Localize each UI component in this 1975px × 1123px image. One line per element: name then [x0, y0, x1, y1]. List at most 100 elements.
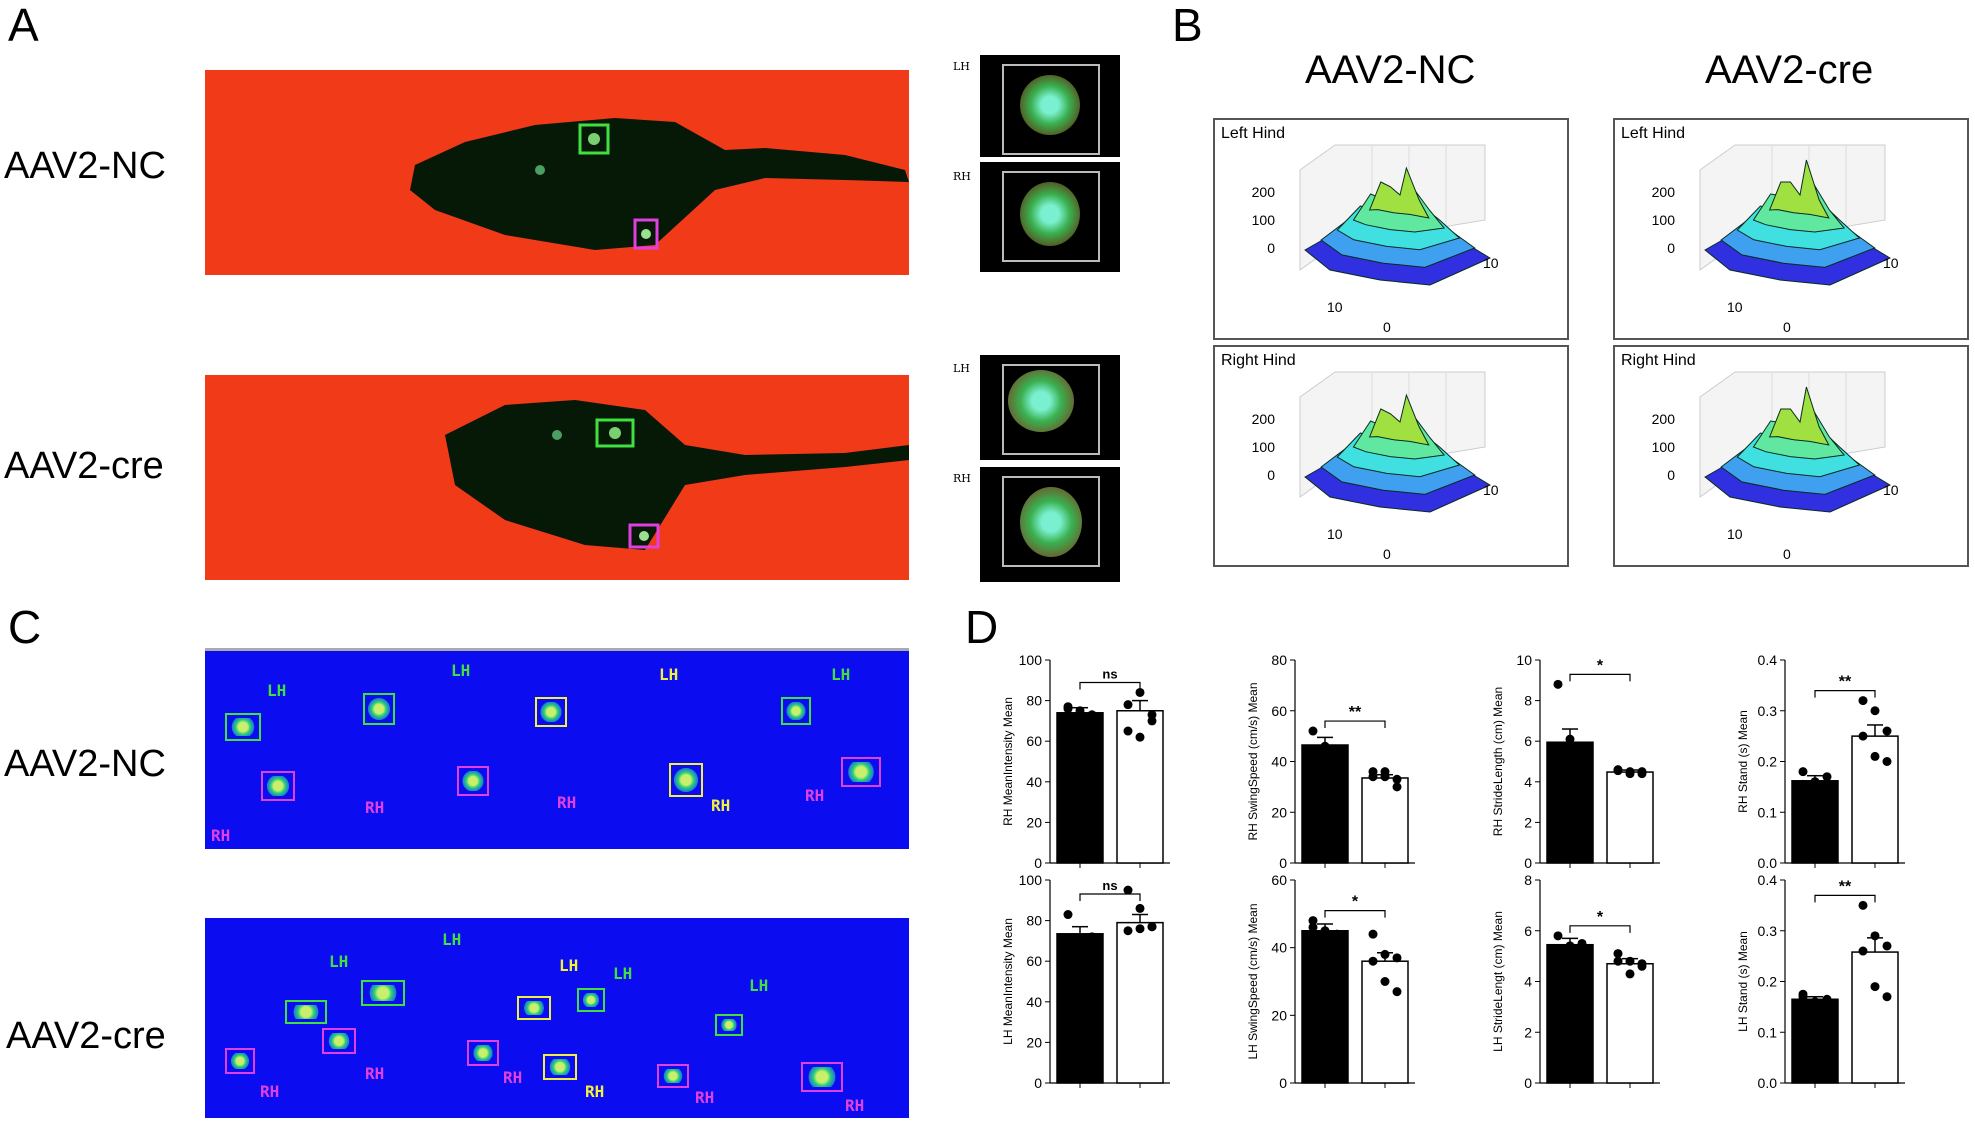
surface-layer: [1768, 159, 1830, 219]
data-point: [1392, 774, 1402, 784]
y-axis-label: LH StrideLengt (cm) Mean: [1491, 911, 1505, 1052]
z-tick-label: 0: [1267, 467, 1275, 483]
data-point: [1123, 926, 1133, 936]
axis-tick-label: 10: [1883, 482, 1899, 498]
y-tick-label: 0.2: [1758, 974, 1778, 990]
data-point: [1613, 766, 1623, 776]
y-axis-label: RH MeanIntensity Mean: [1001, 697, 1015, 826]
data-point: [1798, 767, 1808, 777]
data-point: [1577, 938, 1587, 948]
axis-tick-label: 0: [1783, 546, 1791, 562]
mouse-image-cre: [205, 375, 909, 580]
y-tick-label: 80: [1026, 913, 1042, 929]
data-point: [1822, 772, 1832, 782]
paw-print: [1020, 182, 1080, 246]
significance-bracket: [1324, 910, 1386, 918]
rh-tag: RH: [711, 796, 731, 815]
mouse-silhouette-cre: [445, 400, 909, 550]
data-point: [1870, 751, 1880, 761]
surface-layer: [1368, 393, 1430, 446]
significance-bracket: [1814, 894, 1876, 903]
data-point: [1308, 922, 1318, 932]
y-tick-label: 0: [1279, 1075, 1287, 1091]
y-tick-label: 0.0: [1758, 855, 1778, 871]
y-tick-label: 60: [1271, 872, 1287, 888]
significance-label: **: [1839, 674, 1852, 691]
surface-layer: [1368, 166, 1430, 219]
panel-a-row-label-cre: AAV2-cre: [4, 445, 164, 487]
y-tick-label: 8: [1524, 693, 1532, 709]
footprint-box: [457, 766, 489, 796]
surface-plot-box: Right Hind 200 100 0 10 10 0: [1613, 345, 1969, 567]
surface-plot-box: Left Hind 200 100 0 10 10 0: [1213, 118, 1569, 340]
paw-print: [1008, 370, 1074, 432]
axis-tick-label: 0: [1783, 319, 1791, 335]
data-point: [1147, 716, 1157, 726]
axis-tick-label: 10: [1483, 482, 1499, 498]
data-point: [1613, 949, 1623, 959]
data-point: [1308, 916, 1318, 926]
y-tick-label: 8: [1524, 872, 1532, 888]
bar-chart: 0 20 40 60 80 100 RH MeanIntensity Mean ns: [1001, 652, 1170, 871]
thumb-frame: [1002, 364, 1100, 455]
y-axis-label: LH MeanIntensity Mean: [1001, 918, 1015, 1045]
y-axis-label: RH Stand (s) Mean: [1736, 710, 1750, 813]
y-tick-label: 40: [1271, 754, 1287, 770]
footprint-box: [577, 988, 605, 1012]
lh-tag: LH: [749, 976, 769, 995]
panel-a-letter: A: [8, 0, 39, 51]
data-point: [1637, 959, 1647, 969]
strip-top-rule: [205, 648, 909, 651]
footprint-print: [230, 1053, 250, 1069]
bar-chart: 0 20 40 60 LH SwingSpeed (cm/s) Mean *: [1246, 872, 1415, 1091]
significance-bracket: [1569, 673, 1631, 682]
axis-tick-label: 10: [1483, 255, 1499, 271]
paw-thumbnail-cre-lh: [980, 355, 1120, 460]
footprint-box: [285, 1000, 327, 1024]
footprint-print: [472, 1045, 494, 1061]
footprint-strip-nc: LH LH LH LH RH RH RH RH RH: [205, 651, 909, 849]
z-tick-label: 0: [1267, 240, 1275, 256]
data-point: [1858, 696, 1868, 706]
significance-label: *: [1597, 657, 1604, 674]
data-point: [1553, 748, 1563, 758]
significance-bracket: [1079, 893, 1141, 901]
data-point: [1087, 716, 1097, 726]
data-point: [1308, 726, 1318, 736]
footprint-box: [261, 771, 295, 801]
data-point: [1075, 940, 1085, 950]
y-tick-label: 2: [1524, 814, 1532, 830]
paw-thumbnail-nc-lh: [980, 55, 1120, 157]
surface-plot-title: Right Hind: [1221, 352, 1296, 369]
y-tick-label: 20: [1026, 814, 1042, 830]
thumb-tag-lh: LH: [953, 362, 970, 375]
data-point: [1123, 700, 1133, 710]
mouse-image-nc: [205, 70, 909, 275]
data-point: [1637, 767, 1647, 777]
data-point: [1870, 706, 1880, 716]
axis-tick-label: 10: [1327, 299, 1343, 315]
data-point: [1858, 731, 1868, 741]
footprint-print: [540, 702, 562, 722]
data-point: [1380, 767, 1390, 777]
lh-tag: LH: [442, 930, 462, 949]
footprint-print: [846, 762, 876, 782]
data-point: [1075, 706, 1085, 716]
rh-tag: RH: [365, 1064, 385, 1083]
footprint-box: [657, 1064, 689, 1088]
footprint-print: [327, 1033, 351, 1049]
data-point: [1565, 734, 1575, 744]
footprint-box: [225, 1048, 255, 1074]
data-point: [1123, 885, 1133, 895]
axis-tick-label: 10: [1727, 526, 1743, 542]
bar-aav2-nc: [1056, 933, 1104, 1084]
significance-label: *: [1597, 909, 1604, 926]
footprint-box: [841, 757, 881, 787]
rh-tag: RH: [260, 1082, 280, 1101]
data-point: [1332, 746, 1342, 756]
data-point: [1858, 946, 1868, 956]
y-tick-label: 0: [1524, 855, 1532, 871]
